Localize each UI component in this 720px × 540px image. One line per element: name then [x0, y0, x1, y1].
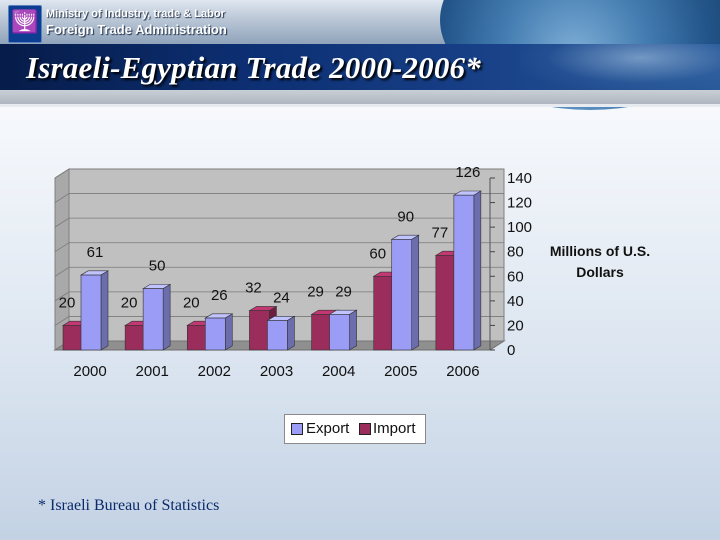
bar-export-side: [473, 190, 482, 351]
bar-import: [62, 325, 84, 351]
chart-legend: Export Import: [284, 414, 426, 444]
bar-export: [80, 274, 102, 351]
gridline: [54, 168, 504, 179]
x-tick-label: 2002: [198, 363, 231, 380]
x-tick-label: 2001: [136, 363, 169, 380]
legend-swatch-import: [359, 423, 371, 435]
bar-import: [186, 325, 208, 351]
bar-export-side: [287, 315, 295, 351]
bar-export-side: [162, 283, 171, 351]
gridline: [54, 316, 504, 326]
data-label-import: 77: [432, 224, 449, 241]
ministry-name: Ministry of Industry, trade & Labor: [46, 8, 225, 20]
data-label-export: 126: [455, 164, 480, 181]
source-footnote: * Israeli Bureau of Statistics: [38, 497, 220, 514]
data-label-export: 29: [335, 283, 352, 300]
data-label-export: 50: [149, 258, 166, 275]
x-tick-label: 2003: [260, 363, 293, 380]
bar-export: [329, 314, 350, 351]
gridline: [54, 266, 504, 277]
data-label-import: 20: [59, 294, 76, 311]
gridline: [54, 217, 504, 228]
bar-export-side: [411, 234, 420, 351]
x-tick-label: 2006: [446, 363, 479, 380]
legend-label-export: Export: [306, 420, 350, 437]
title-underline-highlight: [0, 104, 720, 107]
bar-import: [311, 314, 332, 351]
bar-export-side: [100, 270, 109, 351]
legend-label-import: Import: [373, 420, 416, 437]
data-label-import: 60: [369, 245, 386, 262]
legend-swatch-export: [291, 423, 303, 435]
gridline: [54, 242, 504, 253]
y-tick-label: 100: [507, 219, 532, 236]
bar-export: [267, 320, 288, 351]
globe-graphic-strip: [520, 44, 720, 90]
bar-export-side: [224, 313, 233, 351]
department-name: Foreign Trade Administration: [46, 22, 227, 37]
bar-import: [435, 255, 457, 351]
y-axis-unit-label: Millions of U.S. Dollars: [549, 243, 651, 280]
bar-export: [453, 194, 475, 351]
bar-export: [204, 317, 226, 351]
bar-import: [373, 275, 395, 351]
data-label-import: 20: [183, 294, 200, 311]
gridline: [54, 193, 504, 203]
data-label-import: 20: [121, 294, 138, 311]
bar-import: [124, 325, 146, 351]
y-tick-label: 20: [507, 317, 524, 334]
bar-export: [391, 239, 413, 351]
data-label-export: 24: [273, 290, 290, 307]
data-label-export: 26: [211, 287, 228, 304]
slide-title: Israeli-Egyptian Trade 2000-2006*: [26, 50, 481, 85]
bar-export: [142, 288, 164, 351]
y-tick-label: 60: [507, 268, 524, 285]
y-tick-label: 0: [507, 342, 515, 359]
y-tick-label: 120: [507, 195, 532, 212]
bar-export-side: [349, 309, 357, 351]
menorah-emblem-icon: 🕎: [8, 5, 42, 43]
data-label-export: 61: [87, 244, 104, 261]
y-tick-label: 40: [507, 293, 524, 310]
y-tick-label: 80: [507, 244, 524, 261]
data-label-export: 90: [397, 208, 414, 225]
gridline: [54, 291, 504, 302]
x-tick-label: 2004: [322, 363, 355, 380]
bar-import: [249, 310, 270, 351]
title-underline: [0, 90, 720, 104]
data-label-import: 29: [307, 283, 324, 300]
y-tick-label: 140: [507, 170, 532, 187]
x-tick-label: 2005: [384, 363, 417, 380]
x-tick-label: 2000: [73, 363, 106, 380]
data-label-import: 32: [245, 280, 262, 297]
